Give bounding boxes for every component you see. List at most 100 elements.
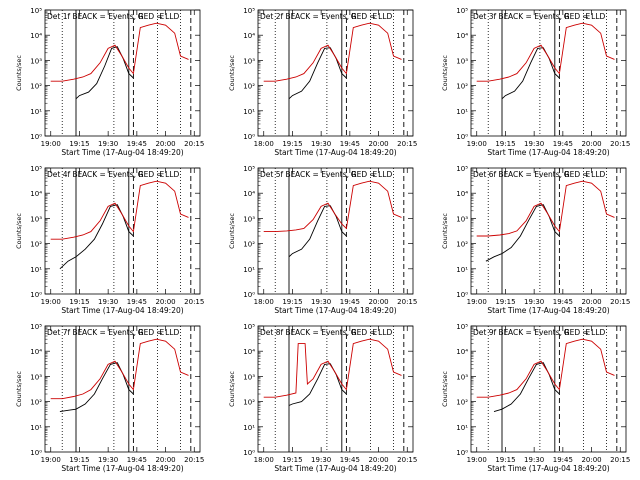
- panel-title: Det 4f BLACK = Events, RED = LLD: [47, 170, 180, 179]
- y-tick-label: 10²: [243, 241, 255, 249]
- y-axis-label: Counts/sec: [441, 213, 449, 249]
- y-tick-label: 10³: [456, 215, 468, 223]
- interval-marker: G: [351, 328, 357, 337]
- x-tick-label: 19:30: [311, 140, 331, 148]
- y-tick-label: 10³: [30, 215, 42, 223]
- interval-marker: G: [138, 170, 144, 179]
- interval-marker: G: [564, 12, 570, 21]
- y-tick-label: 10²: [243, 83, 255, 91]
- y-tick-label: 10¹: [30, 108, 42, 116]
- x-tick-label: 20:15: [610, 140, 630, 148]
- series-line-events: [501, 47, 560, 100]
- y-tick-label: 10⁴: [30, 348, 42, 356]
- series-line-lld: [476, 338, 615, 398]
- y-tick-label: 10¹: [30, 424, 42, 432]
- interval-marker: E: [586, 328, 591, 337]
- series-line-lld: [50, 338, 189, 400]
- x-tick-label: 19:30: [311, 456, 331, 464]
- detector-panel-1: Det 1f BLACK = Events, RED = LLD 10⁰ 10¹ 10…: [15, 7, 204, 157]
- x-tick-label: 20:15: [397, 298, 417, 306]
- series-line-lld: [476, 180, 615, 237]
- x-tick-label: 20:15: [610, 298, 630, 306]
- y-tick-label: 10⁴: [456, 348, 468, 356]
- series-line-lld: [476, 22, 615, 82]
- interval-marker: E: [160, 328, 165, 337]
- x-tick-label: 19:45: [127, 298, 147, 306]
- y-tick-label: 10⁵: [243, 7, 255, 15]
- plot-frame: [470, 9, 627, 137]
- y-axis-label: Counts/sec: [15, 55, 23, 91]
- y-tick-label: 10¹: [30, 266, 42, 274]
- x-tick-label: 20:15: [184, 298, 204, 306]
- y-tick-label: 10¹: [456, 266, 468, 274]
- panel-title: Det 1f BLACK = Events, RED = LLD: [47, 12, 180, 21]
- series-line-events: [75, 46, 134, 100]
- interval-marker: E: [373, 170, 378, 179]
- x-tick-label: 20:00: [155, 140, 175, 148]
- x-tick-label: 19:15: [69, 298, 89, 306]
- series-line-lld: [50, 180, 189, 240]
- x-tick-label: 19:45: [340, 298, 360, 306]
- x-tick-label: 20:15: [397, 456, 417, 464]
- series-line-events: [493, 362, 560, 413]
- y-tick-label: 10⁰: [30, 133, 42, 141]
- x-tick-label: 19:45: [553, 298, 573, 306]
- series-line-lld: [263, 338, 402, 398]
- y-tick-label: 10³: [243, 57, 255, 65]
- detector-panel-8: Det 8f BLACK = Events, RED = LLD 10⁰ 10¹ 10…: [228, 323, 417, 473]
- y-tick-label: 10⁰: [456, 291, 468, 299]
- y-tick-label: 10⁵: [243, 165, 255, 173]
- y-axis-label: Counts/sec: [15, 213, 23, 249]
- x-tick-label: 20:15: [184, 456, 204, 464]
- detector-panel-6: Det 6f BLACK = Events, RED = LLD 10⁰ 10¹ 10…: [441, 165, 630, 315]
- interval-marker: G: [564, 328, 570, 337]
- panel-title: Det 7f BLACK = Events, RED = LLD: [47, 328, 180, 337]
- x-axis-label: Start Time (17-Aug-04 18:49:20): [274, 464, 396, 473]
- y-tick-label: 10⁵: [456, 165, 468, 173]
- x-axis-label: Start Time (17-Aug-04 18:49:20): [487, 464, 609, 473]
- y-tick-label: 10³: [456, 57, 468, 65]
- x-tick-label: 19:15: [282, 140, 302, 148]
- detector-panel-9: Det 9f BLACK = Events, RED = LLD 10⁰ 10¹ 10…: [441, 323, 630, 473]
- x-tick-label: 19:45: [340, 140, 360, 148]
- panel-title: Det 3f BLACK = Events, RED = LLD: [473, 12, 606, 21]
- y-tick-label: 10²: [30, 241, 42, 249]
- y-tick-label: 10¹: [243, 266, 255, 274]
- interval-marker: F: [78, 328, 82, 337]
- plot-frame: [44, 9, 201, 137]
- x-tick-label: 19:00: [467, 456, 487, 464]
- x-tick-label: 19:30: [98, 298, 118, 306]
- interval-marker: F: [504, 12, 508, 21]
- interval-marker: F: [291, 328, 295, 337]
- y-tick-label: 10⁰: [243, 133, 255, 141]
- x-axis-label: Start Time (17-Aug-04 18:49:20): [487, 306, 609, 315]
- y-tick-label: 10²: [456, 83, 468, 91]
- y-tick-label: 10³: [456, 373, 468, 381]
- x-tick-label: 19:00: [41, 456, 61, 464]
- y-tick-label: 10⁵: [30, 165, 42, 173]
- x-tick-label: 19:00: [41, 140, 61, 148]
- series-line-events: [288, 205, 347, 258]
- x-tick-label: 20:15: [610, 456, 630, 464]
- x-tick-label: 19:45: [127, 456, 147, 464]
- y-tick-label: 10⁴: [456, 32, 468, 40]
- y-tick-label: 10¹: [456, 108, 468, 116]
- x-tick-label: 18:00: [254, 140, 274, 148]
- detector-panel-3: Det 3f BLACK = Events, RED = LLD 10⁰ 10¹ 10…: [441, 7, 630, 157]
- y-tick-label: 10³: [30, 373, 42, 381]
- x-tick-label: 20:15: [184, 140, 204, 148]
- y-tick-label: 10⁴: [30, 190, 42, 198]
- y-tick-label: 10⁴: [243, 32, 255, 40]
- y-tick-label: 10⁰: [456, 133, 468, 141]
- series-line-events: [485, 204, 560, 262]
- interval-marker: F: [78, 170, 82, 179]
- detector-panel-4: Det 4f BLACK = Events, RED = LLD 10⁰ 10¹ 10…: [15, 165, 204, 315]
- x-tick-label: 19:30: [524, 298, 544, 306]
- x-tick-label: 19:45: [340, 456, 360, 464]
- x-tick-label: 19:15: [282, 456, 302, 464]
- x-axis-label: Start Time (17-Aug-04 18:49:20): [274, 148, 396, 157]
- interval-marker: E: [160, 12, 165, 21]
- y-tick-label: 10²: [243, 399, 255, 407]
- interval-marker: G: [138, 12, 144, 21]
- y-tick-label: 10²: [30, 83, 42, 91]
